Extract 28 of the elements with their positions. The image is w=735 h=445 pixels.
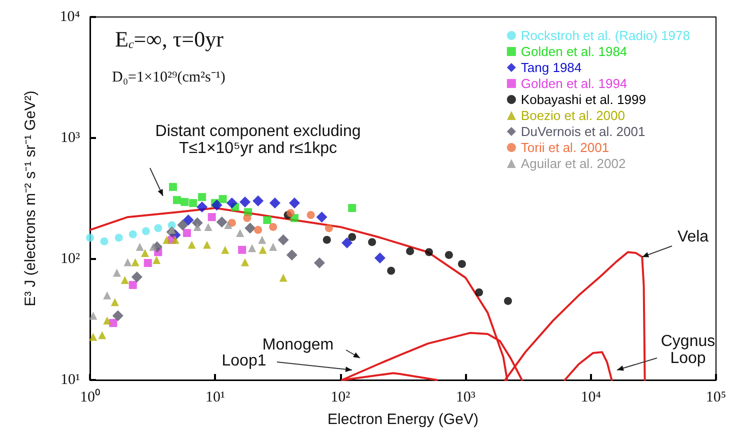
annotation: Monogem (262, 336, 334, 354)
annotation: Cygnus Loop (660, 333, 716, 367)
x-tick-label: 10³ (456, 390, 476, 406)
annotation: Vela (677, 228, 709, 246)
legend-label: Tang 1984 (520, 60, 582, 75)
legend-label: Golden et al. 1984 (520, 44, 628, 59)
legend-label: Boezio et al. 2000 (520, 108, 625, 123)
annotation: Loop1 (222, 352, 266, 370)
y-axis-title: E³ J (electrons m⁻² s⁻¹ sr⁻¹ GeV²) (22, 90, 39, 306)
x-axis-title: Electron Energy (GeV) (328, 411, 478, 428)
legend-label: Torii et al. 2001 (520, 140, 610, 155)
annotation: Distant component excluding T≤1×10⁵yr and r≤1kpc (155, 123, 361, 157)
y-tick-label: 10³ (60, 130, 80, 146)
annotation: Ec=∞, τ=0yr (115, 26, 224, 52)
x-tick-label: 10⁴ (580, 390, 601, 406)
y-tick-label: 10⁴ (60, 9, 80, 25)
annotation: D₀=1×10²⁹(cm²s⁻¹) (112, 70, 226, 86)
legend-label: Rockstroh et al. (Radio) 1978 (520, 28, 690, 43)
legend-label: DuVernois et al. 2001 (520, 124, 646, 139)
x-tick-label: 10⁵ (706, 390, 726, 406)
y-tick-label: 10¹ (60, 372, 80, 388)
x-tick-label: 10⁰ (80, 388, 100, 406)
y-tick-label: 10² (60, 251, 80, 267)
legend-label: Aguilar et al. 2002 (520, 156, 626, 171)
legend-label: Golden et al. 1994 (520, 76, 628, 91)
legend-label: Kobayashi et al. 1999 (520, 92, 646, 107)
x-tick-label: 10² (330, 390, 351, 406)
x-tick-label: 10¹ (205, 390, 225, 406)
